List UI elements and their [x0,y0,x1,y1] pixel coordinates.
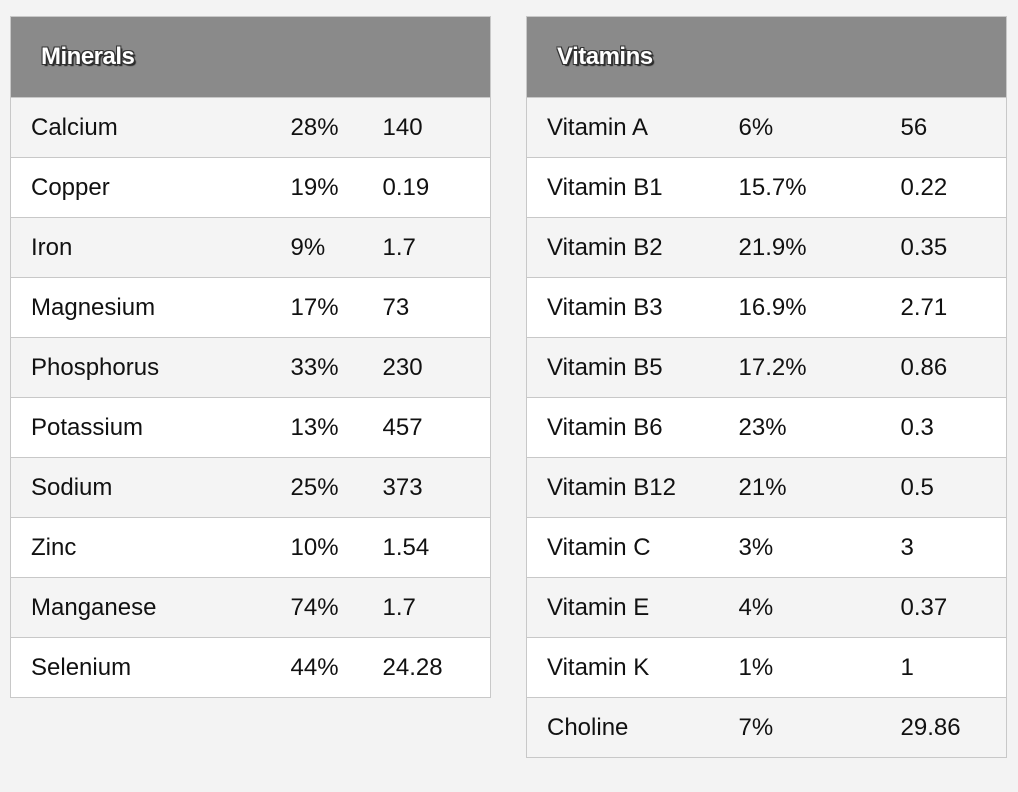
nutrient-percent: 21% [738,457,901,518]
table-row: Vitamin A 6% 56 [526,97,1007,158]
nutrient-amount: 1 [900,637,1007,698]
nutrient-name: Vitamin C [526,517,739,578]
nutrient-name: Zinc [10,517,291,578]
table-row: Copper 19% 0.19 [10,157,491,218]
nutrient-name: Vitamin B5 [526,337,739,398]
nutrient-percent: 17.2% [738,337,901,398]
nutrient-name: Sodium [10,457,291,518]
nutrient-amount: 0.19 [382,157,491,218]
minerals-table: Minerals Calcium 28% 140 Copper 19% 0.19 Iron 9… [10,16,492,698]
nutrient-amount: 140 [382,97,491,158]
nutrient-amount: 1.7 [382,577,491,638]
minerals-header-row: Minerals [10,16,491,98]
nutrient-name: Vitamin K [526,637,739,698]
nutrient-amount: 73 [382,277,491,338]
nutrient-amount: 0.35 [900,217,1007,278]
nutrient-amount: 0.86 [900,337,1007,398]
nutrient-name: Potassium [10,397,291,458]
nutrient-name: Vitamin B12 [526,457,739,518]
vitamins-title: Vitamins [526,16,1007,98]
nutrient-percent: 74% [290,577,383,638]
nutrient-amount: 24.28 [382,637,491,698]
nutrient-percent: 28% [290,97,383,158]
nutrient-name: Phosphorus [10,337,291,398]
nutrient-name: Copper [10,157,291,218]
nutrient-name: Vitamin B6 [526,397,739,458]
nutrient-amount: 230 [382,337,491,398]
minerals-body: Calcium 28% 140 Copper 19% 0.19 Iron 9% 1.7 Magne… [10,97,491,698]
minerals-title: Minerals [10,16,491,98]
table-row: Sodium 25% 373 [10,457,491,518]
nutrient-percent: 7% [738,697,901,758]
nutrient-amount: 1.7 [382,217,491,278]
nutrient-name: Vitamin B2 [526,217,739,278]
nutrient-percent: 33% [290,337,383,398]
nutrient-name: Vitamin B3 [526,277,739,338]
nutrient-amount: 29.86 [900,697,1007,758]
table-row: Manganese 74% 1.7 [10,577,491,638]
nutrient-name: Vitamin A [526,97,739,158]
table-row: Selenium 44% 24.28 [10,637,491,698]
nutrient-percent: 23% [738,397,901,458]
nutrient-amount: 457 [382,397,491,458]
table-row: Zinc 10% 1.54 [10,517,491,578]
nutrient-name: Vitamin E [526,577,739,638]
nutrient-percent: 13% [290,397,383,458]
nutrient-amount: 0.3 [900,397,1007,458]
nutrient-percent: 19% [290,157,383,218]
table-row: Potassium 13% 457 [10,397,491,458]
table-row: Vitamin K 1% 1 [526,637,1007,698]
nutrient-amount: 0.22 [900,157,1007,218]
table-row: Choline 7% 29.86 [526,697,1007,758]
nutrient-name: Vitamin B1 [526,157,739,218]
nutrient-name: Manganese [10,577,291,638]
nutrient-percent: 6% [738,97,901,158]
nutrient-percent: 17% [290,277,383,338]
table-row: Vitamin B3 16.9% 2.71 [526,277,1007,338]
nutrient-amount: 373 [382,457,491,518]
nutrient-percent: 16.9% [738,277,901,338]
nutrient-amount: 2.71 [900,277,1007,338]
table-row: Vitamin C 3% 3 [526,517,1007,578]
table-row: Iron 9% 1.7 [10,217,491,278]
nutrient-name: Choline [526,697,739,758]
table-row: Magnesium 17% 73 [10,277,491,338]
table-row: Vitamin B1 15.7% 0.22 [526,157,1007,218]
nutrient-amount: 56 [900,97,1007,158]
nutrient-amount: 0.37 [900,577,1007,638]
nutrient-name: Iron [10,217,291,278]
vitamins-table: Vitamins Vitamin A 6% 56 Vitamin B1 15.7% 0.2… [526,16,1007,758]
table-row: Vitamin B5 17.2% 0.86 [526,337,1007,398]
nutrient-name: Selenium [10,637,291,698]
nutrient-percent: 3% [738,517,901,578]
table-row: Phosphorus 33% 230 [10,337,491,398]
nutrient-name: Calcium [10,97,291,158]
nutrient-percent: 44% [290,637,383,698]
nutrient-amount: 1.54 [382,517,491,578]
nutrient-percent: 1% [738,637,901,698]
nutrient-name: Magnesium [10,277,291,338]
nutrient-percent: 25% [290,457,383,518]
vitamins-header-row: Vitamins [526,16,1007,98]
nutrient-percent: 15.7% [738,157,901,218]
vitamins-body: Vitamin A 6% 56 Vitamin B1 15.7% 0.22 Vitamin … [526,97,1007,758]
table-row: Vitamin B12 21% 0.5 [526,457,1007,518]
nutrient-amount: 3 [900,517,1007,578]
nutrient-percent: 4% [738,577,901,638]
nutrient-percent: 21.9% [738,217,901,278]
nutrient-percent: 9% [290,217,383,278]
table-row: Vitamin B2 21.9% 0.35 [526,217,1007,278]
nutrient-amount: 0.5 [900,457,1007,518]
nutrient-percent: 10% [290,517,383,578]
table-row: Vitamin E 4% 0.37 [526,577,1007,638]
table-row: Calcium 28% 140 [10,97,491,158]
table-row: Vitamin B6 23% 0.3 [526,397,1007,458]
